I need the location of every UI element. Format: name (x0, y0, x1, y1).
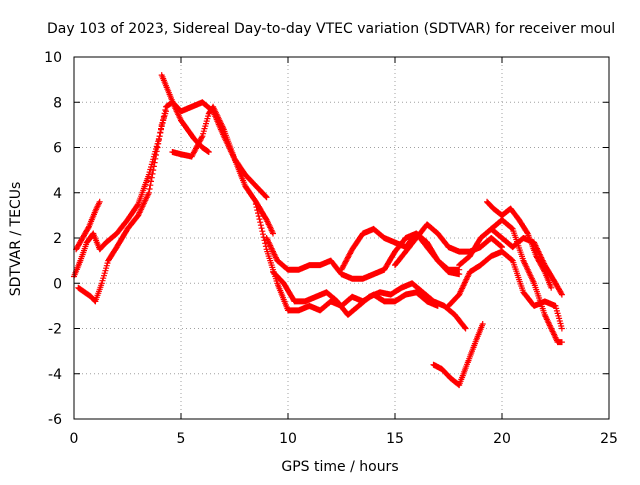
series-satellite-pass-11 (430, 321, 486, 389)
y-tick-label: 0 (53, 276, 62, 292)
y-tick-label: 10 (44, 50, 62, 66)
y-axis-label: SDTVAR / TECUs (8, 182, 24, 297)
series-satellite-pass-13 (445, 248, 565, 332)
y-tick-label: 4 (53, 186, 62, 202)
x-tick-label: 10 (279, 431, 297, 447)
tick-layer: 0 5 10 15 20 25 -6 -4 -2 0 2 4 6 8 10 (44, 50, 618, 447)
chart-title: Day 103 of 2023, Sidereal Day-to-day VTE… (47, 21, 615, 37)
data-point-markers (488, 216, 565, 346)
x-tick-label: 15 (386, 431, 404, 447)
data-point-markers (73, 198, 103, 253)
x-tick-label: 20 (493, 431, 511, 447)
y-tick-label: -6 (48, 412, 62, 428)
y-tick-label: 8 (53, 95, 62, 111)
x-tick-label: 5 (177, 431, 186, 447)
series-satellite-pass-1 (71, 99, 276, 280)
series-satellite-pass-2 (75, 108, 169, 305)
series-satellite-pass-3 (73, 198, 103, 253)
series-satellite-pass-8 (270, 268, 469, 332)
data-point-markers (338, 225, 463, 273)
y-tick-label: 6 (53, 141, 62, 157)
data-point-markers (169, 103, 270, 201)
series-satellite-pass-14 (484, 198, 555, 291)
y-tick-label: 2 (53, 231, 62, 247)
data-point-markers (392, 221, 505, 269)
y-tick-label: -2 (48, 322, 62, 338)
data-layer (71, 72, 565, 389)
x-axis-label: GPS time / hours (281, 459, 398, 475)
y-tick-label: -4 (48, 367, 62, 383)
series-satellite-pass-10 (392, 221, 505, 269)
data-point-markers (430, 321, 486, 389)
series-satellite-pass-15 (488, 216, 565, 346)
x-tick-label: 0 (70, 431, 79, 447)
data-point-markers (71, 99, 276, 280)
data-point-markers (484, 198, 555, 291)
data-point-markers (270, 268, 469, 332)
x-tick-label: 25 (600, 431, 618, 447)
data-point-markers (445, 248, 565, 332)
series-satellite-pass-9 (338, 225, 463, 273)
data-point-markers (75, 108, 169, 305)
series-satellite-pass-5 (169, 103, 270, 201)
